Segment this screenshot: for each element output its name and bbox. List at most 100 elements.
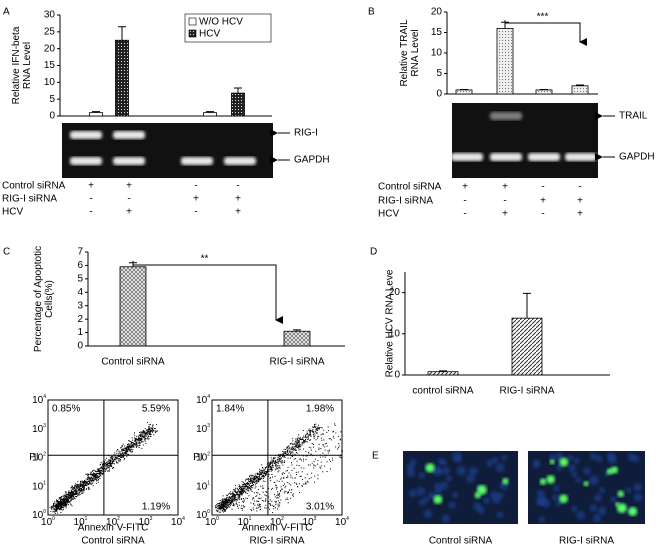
event-dot — [283, 478, 284, 479]
event-dot — [108, 463, 109, 464]
event-dot — [293, 444, 294, 445]
event-dot — [266, 492, 267, 493]
event-dot — [289, 473, 290, 474]
event-dot — [294, 468, 295, 469]
event-dot — [120, 459, 121, 460]
event-dot — [287, 498, 288, 499]
event-dot — [314, 476, 315, 477]
tick-exponent: 2 — [117, 516, 120, 522]
event-dot — [102, 470, 103, 471]
gel-label: GAPDH — [619, 152, 655, 163]
event-dot — [88, 489, 89, 490]
event-dot — [289, 489, 290, 490]
gel-band — [224, 157, 256, 165]
x-tick-label: 104 — [335, 516, 349, 527]
event-dot — [143, 430, 144, 431]
tick-exponent: 1 — [207, 481, 210, 487]
event-dot — [107, 464, 108, 465]
event-dot — [222, 500, 223, 501]
event-dot — [253, 503, 254, 504]
event-dot — [127, 445, 128, 446]
event-dot — [312, 463, 313, 464]
event-dot — [291, 462, 292, 463]
event-dot — [143, 433, 144, 434]
event-dot — [140, 438, 141, 439]
bar — [284, 331, 310, 346]
event-dot — [105, 471, 106, 472]
event-dot — [301, 460, 302, 461]
event-dot — [317, 438, 318, 439]
event-dot — [250, 509, 251, 510]
y-axis-label: RNA Level — [22, 42, 33, 89]
event-dot — [71, 491, 72, 492]
row-label: HCV — [378, 209, 399, 220]
event-dot — [322, 453, 323, 454]
event-dot — [142, 435, 143, 436]
event-dot — [303, 459, 304, 460]
event-dot — [273, 508, 274, 509]
nucleus — [419, 472, 426, 479]
event-dot — [139, 445, 140, 446]
event-dot — [232, 498, 233, 499]
event-dot — [54, 501, 55, 502]
quadrant-percent: 1.98% — [306, 404, 334, 415]
event-dot — [106, 458, 107, 459]
event-dot — [292, 446, 293, 447]
nucleus — [575, 477, 581, 483]
event-dot — [273, 458, 274, 459]
event-dot — [84, 487, 85, 488]
event-dot — [71, 500, 72, 501]
event-dot — [240, 489, 241, 490]
event-dot — [88, 476, 89, 477]
event-dot — [256, 495, 257, 496]
event-dot — [234, 498, 235, 499]
apoptotic-cell — [618, 491, 624, 497]
event-dot — [248, 479, 249, 480]
event-dot — [239, 502, 240, 503]
significance-bracket — [505, 20, 580, 42]
sign: + — [502, 209, 508, 220]
event-dot — [252, 487, 253, 488]
event-dot — [277, 487, 278, 488]
event-dot — [266, 508, 267, 509]
event-dot — [240, 493, 241, 494]
event-dot — [315, 434, 316, 435]
event-dot — [297, 439, 298, 440]
event-dot — [298, 437, 299, 438]
event-dot — [80, 488, 81, 489]
event-dot — [313, 447, 314, 448]
event-dot — [98, 476, 99, 477]
event-dot — [141, 439, 142, 440]
event-dot — [292, 470, 293, 471]
event-dot — [65, 504, 66, 505]
event-dot — [305, 451, 306, 452]
event-dot — [78, 493, 79, 494]
event-dot — [244, 501, 245, 502]
event-dot — [138, 439, 139, 440]
event-dot — [60, 501, 61, 502]
event-dot — [305, 435, 306, 436]
event-dot — [249, 481, 250, 482]
event-dot — [153, 430, 154, 431]
event-dot — [266, 467, 267, 468]
event-dot — [264, 471, 265, 472]
event-dot — [81, 491, 82, 492]
event-dot — [107, 465, 108, 466]
event-dot — [94, 478, 95, 479]
event-dot — [243, 486, 244, 487]
row-label: Control siRNA — [378, 182, 442, 193]
event-dot — [52, 511, 53, 512]
event-dot — [275, 461, 276, 462]
event-dot — [277, 465, 278, 466]
event-dot — [65, 506, 66, 507]
event-dot — [234, 489, 235, 490]
event-dot — [55, 504, 56, 505]
sign: + — [88, 181, 94, 192]
event-dot — [56, 505, 57, 506]
event-dot — [128, 446, 129, 447]
event-dot — [269, 509, 270, 510]
x-axis-label: Annexin V-FITC — [242, 523, 313, 534]
event-dot — [152, 429, 153, 430]
event-dot — [69, 492, 70, 493]
event-dot — [55, 511, 56, 512]
